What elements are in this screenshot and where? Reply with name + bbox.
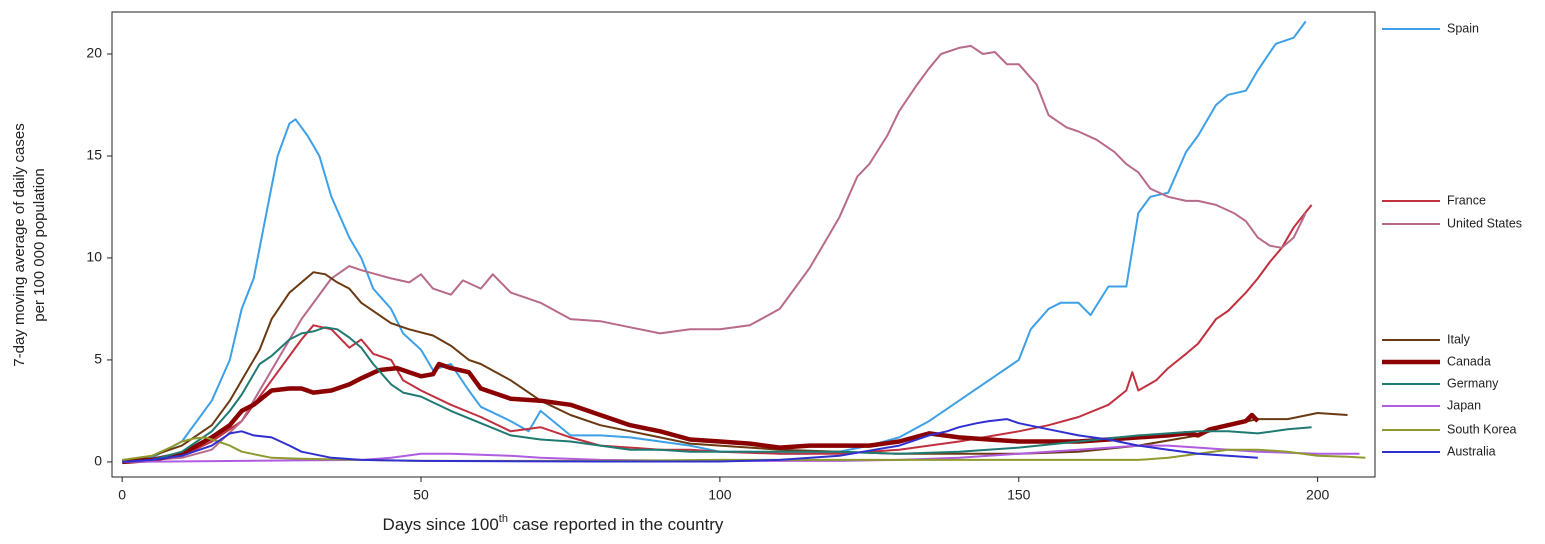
x-tick-label: 0 [118,487,126,503]
x-tick-label: 150 [1007,487,1031,503]
plot-frame [111,11,1376,478]
legend-label: Italy [1447,332,1471,346]
y-axis-label: per 100 000 population [31,168,48,321]
x-tick-label: 50 [413,487,429,503]
legend-label: France [1447,193,1486,207]
y-tick-label: 0 [94,453,102,469]
series-line [122,418,1258,463]
x-label-part: Days since 100 [383,515,499,534]
legend-label: Canada [1447,354,1491,368]
y-tick-label: 20 [86,45,102,61]
legend-label: South Korea [1447,422,1517,436]
y-tick-label: 5 [94,351,102,367]
y-tick-label: 10 [86,249,102,265]
legend-label: Spain [1447,21,1479,35]
series-line [122,326,1312,463]
series-line [122,20,1307,463]
y-axis-label: 7-day moving average of daily cases [11,123,28,366]
y-tick-label: 15 [86,147,102,163]
legend-label: United States [1447,216,1522,230]
x-label-sup: th [499,513,508,525]
series-line [122,361,1260,465]
x-label-part: case reported in the country [508,515,724,534]
legend-label: Australia [1447,444,1496,458]
x-tick-label: 100 [708,487,732,503]
legend-label: Japan [1447,398,1481,412]
x-tick-label: 200 [1306,487,1330,503]
legend-label: Germany [1447,376,1499,390]
series-line [122,44,1307,463]
x-axis-label: Days since 100th case reported in the co… [383,513,724,535]
series-line [121,271,1348,463]
